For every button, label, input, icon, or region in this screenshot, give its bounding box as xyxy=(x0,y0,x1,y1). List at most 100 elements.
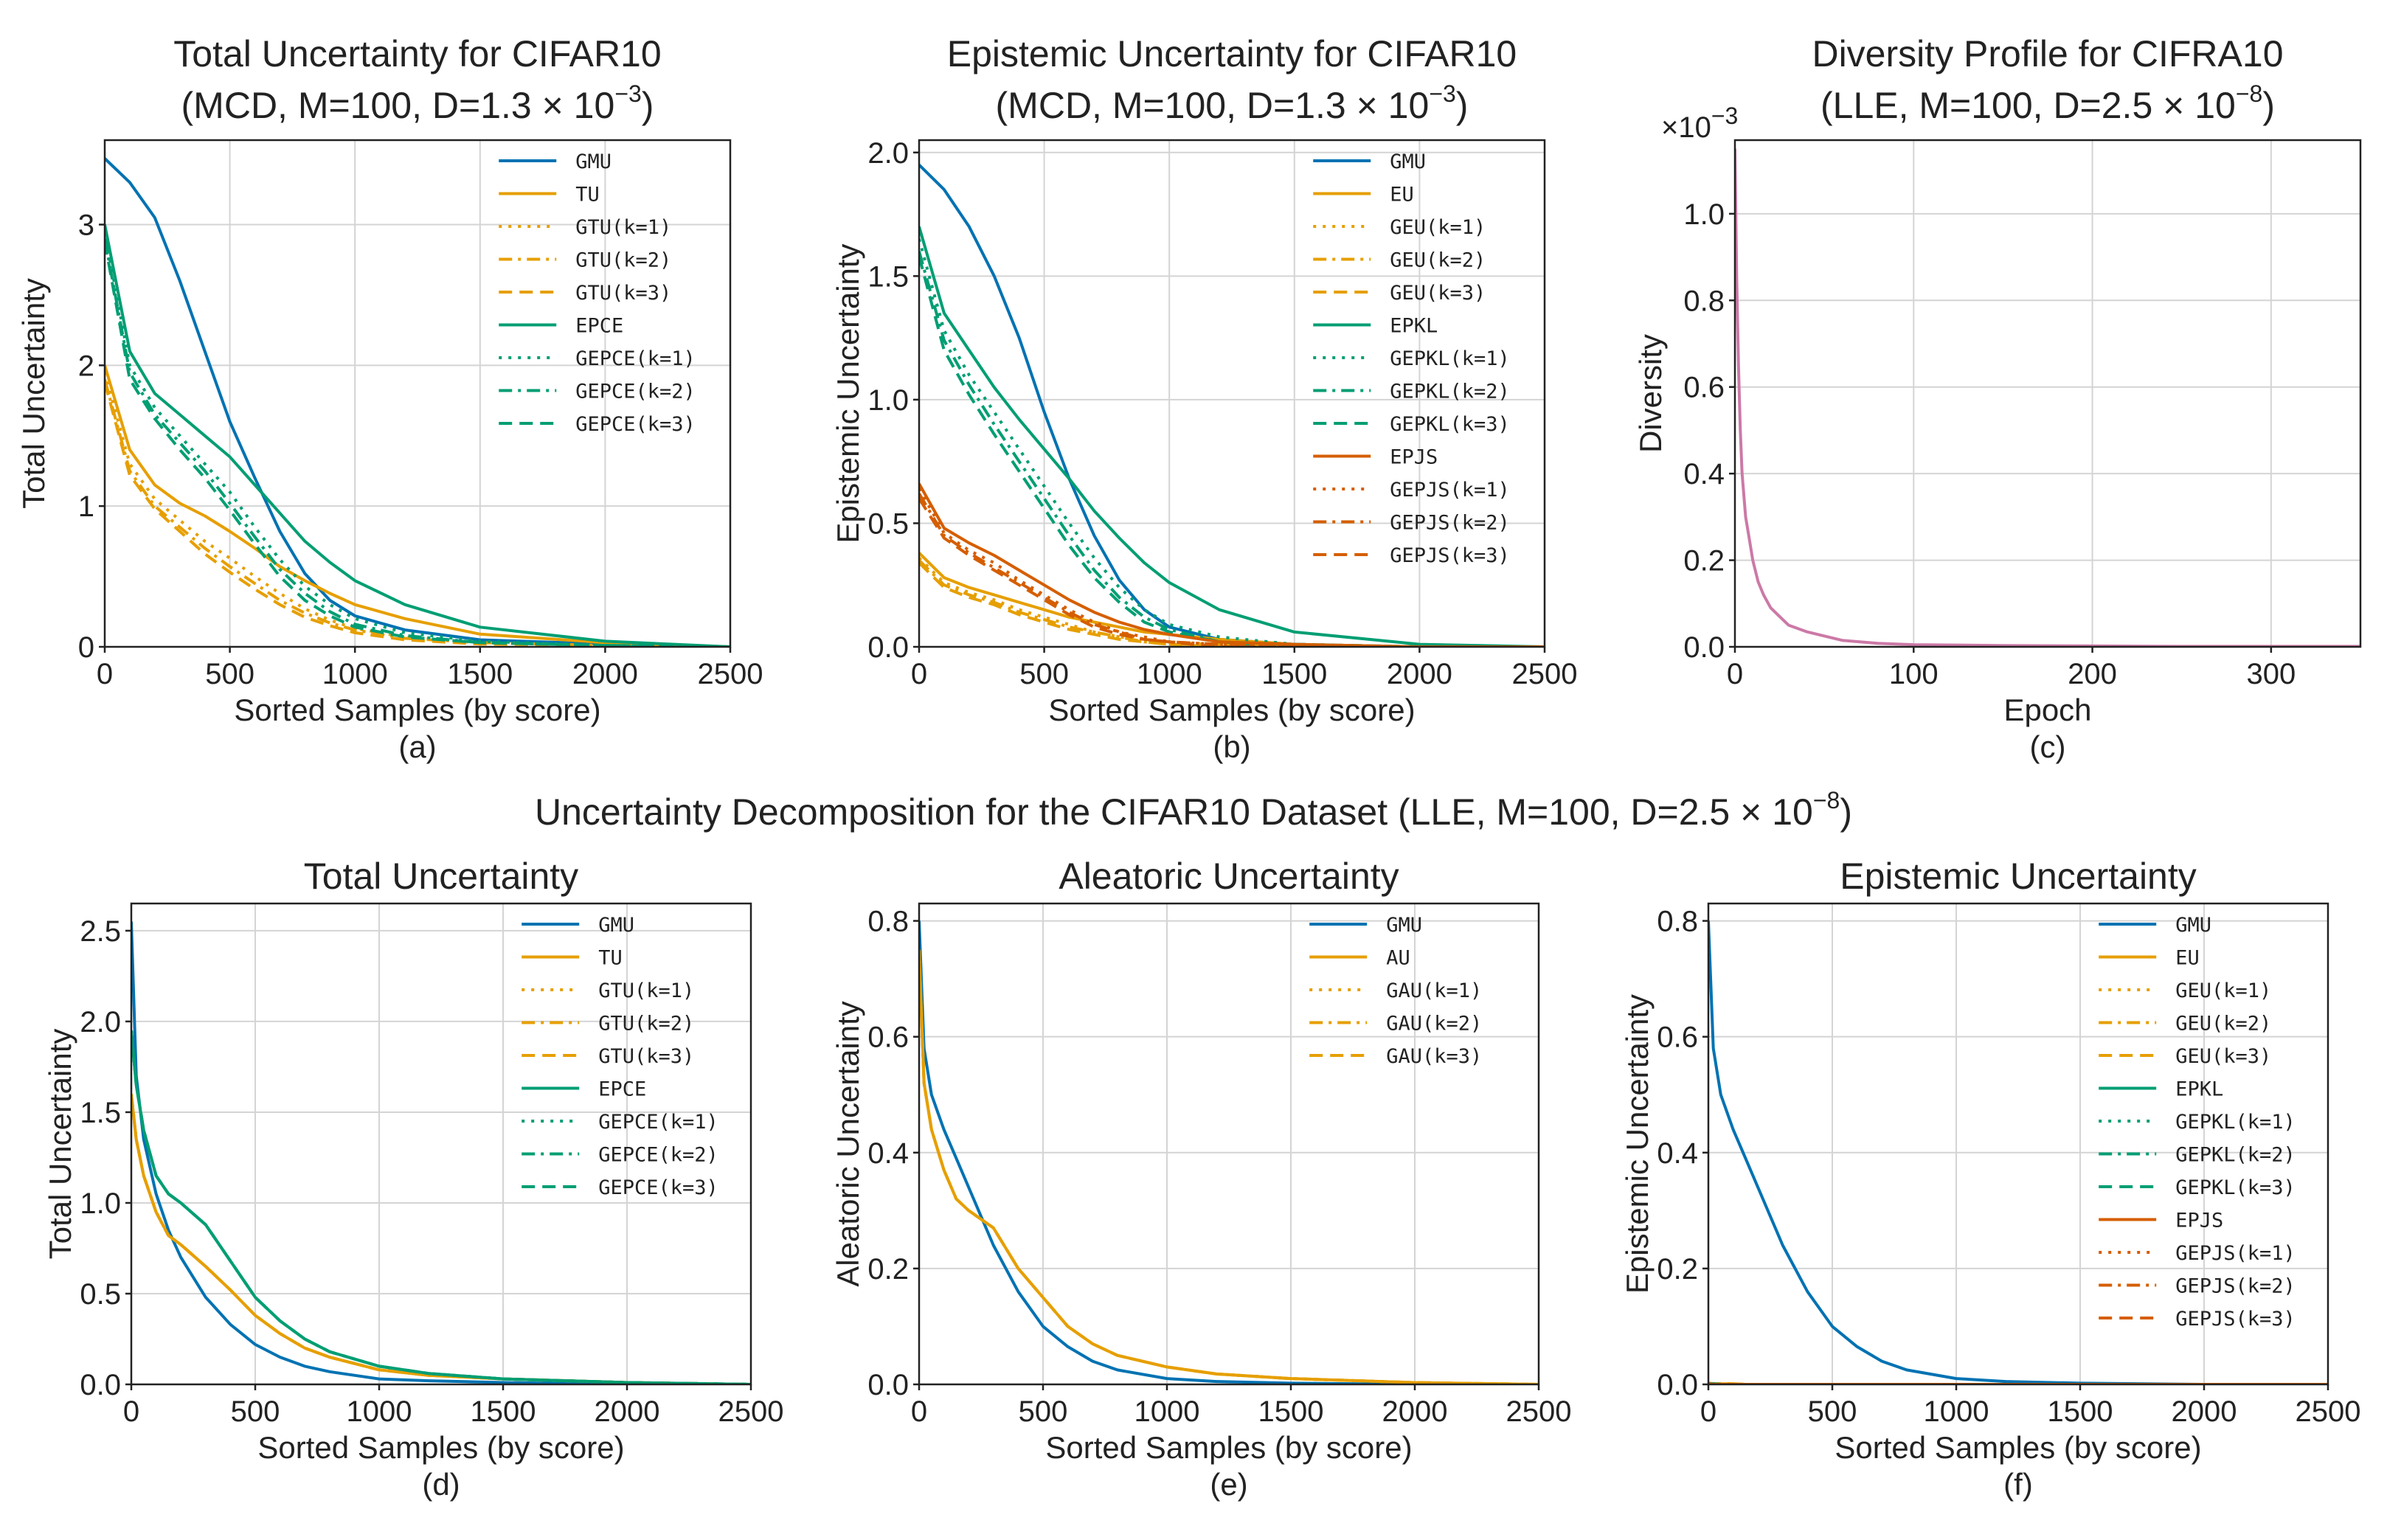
subtitle-close: ) xyxy=(1456,85,1469,126)
chart-c: 0 100 200 300 0.0 0.2 0.4 0.6 0.8 1.0 Epoch Diversi… xyxy=(1633,33,2362,764)
subtitle-close: ) xyxy=(642,85,654,126)
series-line-GMU xyxy=(131,921,751,1384)
legend-label: GEPCE(k=1) xyxy=(598,1111,718,1134)
x-tick-label: 500 xyxy=(1808,1395,1857,1428)
series-line-GEPCE(k=2) xyxy=(105,238,730,647)
chart-subtitle: (MCD, M=100, D=1.3 × 10−3) xyxy=(996,80,1469,126)
legend-label: GEPJS(k=1) xyxy=(1390,479,1510,502)
series-line-GEPCE(k=3) xyxy=(131,1030,751,1384)
y-tick-label: 2 xyxy=(78,350,94,382)
legend-label: EPJS xyxy=(2175,1210,2223,1232)
chart-title: Total Uncertainty xyxy=(304,856,578,897)
y-tick-label: 0.0 xyxy=(867,1369,909,1401)
legend-label: GMU xyxy=(1386,914,1422,937)
series-line-GEU(k=2) xyxy=(919,559,1545,647)
legend-label: GEPKL(k=3) xyxy=(1390,413,1510,436)
panel-caption: (a) xyxy=(398,729,436,764)
chart-title: Total Uncertainty for CIFAR10 xyxy=(173,33,661,74)
series-line-GEPKL(k=2) xyxy=(919,251,1545,647)
x-tick-label: 500 xyxy=(1019,1395,1068,1428)
series-line-TU xyxy=(105,364,730,647)
x-tick-label: 500 xyxy=(205,658,254,690)
legend-label: EPJS xyxy=(1390,446,1438,469)
y-tick-label: 0 xyxy=(78,631,94,664)
legend-label: EPKL xyxy=(2175,1078,2223,1101)
y-tick-label: 0.2 xyxy=(867,1253,909,1286)
legend-label: GEPKL(k=1) xyxy=(1390,347,1510,370)
panel-caption: (c) xyxy=(2030,729,2066,764)
x-tick-label: 1500 xyxy=(1258,1395,1324,1428)
x-axis-label: Sorted Samples (by score) xyxy=(257,1430,624,1465)
legend-label: AU xyxy=(1386,947,1410,970)
subtitle-close: ) xyxy=(2262,85,2275,126)
legend-label: GMU xyxy=(2175,914,2211,937)
x-axis-label: Sorted Samples (by score) xyxy=(234,693,600,727)
x-tick-label: 1500 xyxy=(447,658,513,690)
x-axis-label: Sorted Samples (by score) xyxy=(1835,1430,2201,1465)
legend-label: GTU(k=2) xyxy=(575,249,671,272)
plot-frame xyxy=(1707,902,2329,1386)
chart-subtitle: (LLE, M=100, D=2.5 × 10−8) xyxy=(1820,80,2275,126)
panel-caption: (d) xyxy=(422,1467,460,1502)
y-tick-label: 1.0 xyxy=(1683,198,1725,231)
series-line-GTU(k=2) xyxy=(131,1094,751,1384)
legend-label: GTU(k=1) xyxy=(575,216,671,239)
legend-label: GEPKL(k=3) xyxy=(2175,1176,2296,1199)
x-tick-label: 2000 xyxy=(595,1395,660,1428)
legend-label: GTU(k=1) xyxy=(598,979,694,1002)
x-tick-label: 1500 xyxy=(471,1395,536,1428)
x-axis-label: Sorted Samples (by score) xyxy=(1045,1430,1412,1465)
legend-label: GTU(k=3) xyxy=(598,1045,694,1068)
y-tick-label: 1.0 xyxy=(80,1187,121,1220)
chart-d: 0 500 1000 1500 2000 2500 0.0 0.5 1.0 1.5 2.0 2.5 So… xyxy=(43,856,783,1502)
suptitle-text: Uncertainty Decomposition for the CIFAR1… xyxy=(535,791,1813,833)
y-tick-label: 0.0 xyxy=(80,1369,121,1401)
legend-label: GMU xyxy=(598,914,634,937)
panel-caption: (b) xyxy=(1213,729,1250,764)
y-tick-label: 2.0 xyxy=(80,1006,121,1038)
y-tick-label: 1.5 xyxy=(80,1097,121,1129)
y-tick-label: 0.8 xyxy=(1683,285,1725,317)
x-tick-label: 2000 xyxy=(1387,658,1452,690)
x-tick-label: 100 xyxy=(1889,658,1939,690)
x-tick-label: 2000 xyxy=(2172,1395,2237,1428)
legend-label: GEU(k=3) xyxy=(1390,282,1486,305)
chart-title: Diversity Profile for CIFRA10 xyxy=(1812,33,2283,74)
series-line-EPCE xyxy=(105,224,730,647)
x-tick-label: 1500 xyxy=(2048,1395,2113,1428)
series-line-EPJS xyxy=(919,482,1545,647)
x-tick-label: 2000 xyxy=(572,658,638,690)
series-line-GEU(k=3) xyxy=(919,561,1545,647)
series-line-GMU xyxy=(1708,920,2328,1384)
series-line-GEPCE(k=1) xyxy=(131,1030,751,1384)
legend-label: GEPKL(k=2) xyxy=(2175,1144,2296,1167)
plot-frame xyxy=(918,902,1540,1386)
subtitle-exponent: −3 xyxy=(1429,80,1455,107)
series-line-Diversity xyxy=(1735,148,2360,647)
suptitle-close: ) xyxy=(1840,791,1852,833)
chart-subtitle: (MCD, M=100, D=1.3 × 10−3) xyxy=(181,80,654,126)
legend-label: GEPJS(k=3) xyxy=(2175,1308,2296,1331)
y-tick-label: 0.2 xyxy=(1657,1253,1698,1286)
y-tick-label: 0.5 xyxy=(867,507,909,540)
legend-label: GEPJS(k=1) xyxy=(2175,1242,2296,1265)
legend-label: GTU(k=3) xyxy=(575,282,671,305)
series-line-TU xyxy=(131,1094,751,1384)
y-tick-label: 0.4 xyxy=(867,1137,909,1170)
legend-label: GMU xyxy=(575,150,612,173)
legend-label: EPCE xyxy=(575,315,623,338)
plot-frame xyxy=(130,902,752,1386)
y-tick-label: 0.4 xyxy=(1657,1137,1698,1170)
y-tick-label: 0.8 xyxy=(1657,906,1698,938)
x-tick-label: 1000 xyxy=(347,1395,412,1428)
legend-label: GEPCE(k=2) xyxy=(575,381,696,403)
legend-label: GAU(k=2) xyxy=(1386,1013,1482,1036)
subtitle-exponent: −3 xyxy=(614,80,641,107)
offset-text: ×10 xyxy=(1661,111,1711,144)
y-tick-label: 0.5 xyxy=(80,1278,121,1311)
y-tick-label: 2.0 xyxy=(867,137,909,170)
x-axis-label: Sorted Samples (by score) xyxy=(1048,693,1415,727)
series-line-EPCE xyxy=(131,1030,751,1384)
x-tick-label: 2500 xyxy=(718,1395,784,1428)
